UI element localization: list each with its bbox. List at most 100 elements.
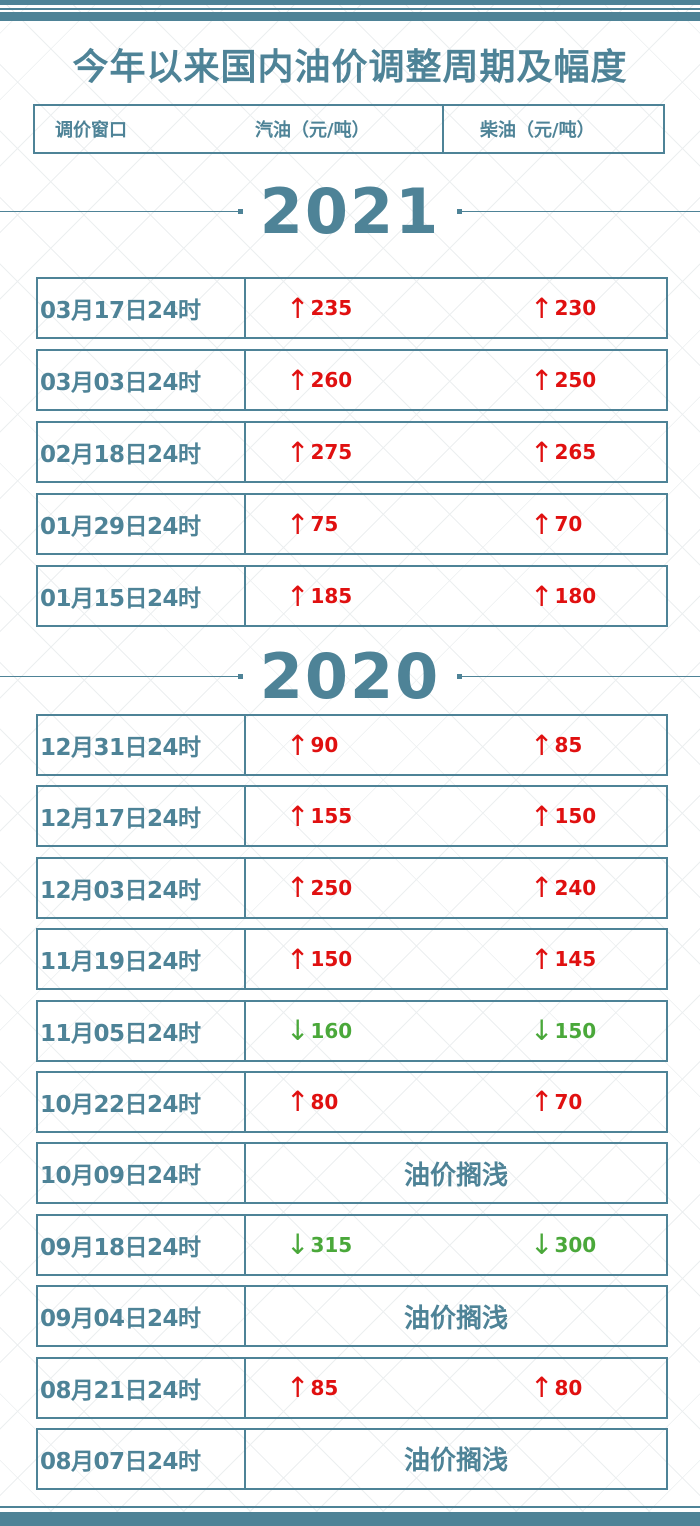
gasoline-value: 80 bbox=[310, 1089, 339, 1114]
adjustment-date: 12月17日24时 bbox=[38, 787, 246, 846]
arrow-up-icon: ↑ bbox=[530, 507, 554, 541]
gasoline-value: 260 bbox=[310, 368, 353, 392]
gasoline-change: ↑ 155 bbox=[286, 800, 352, 833]
adjustment-date: 03月03日24时 bbox=[38, 351, 246, 409]
year-heading: 2021 bbox=[0, 177, 700, 247]
diesel-value: 250 bbox=[554, 368, 597, 392]
divider-line bbox=[0, 211, 240, 212]
header-gasoline: 汽油（元/吨） bbox=[255, 120, 370, 141]
table-row: 01月29日24时 ↑ 75 ↑ 70 bbox=[36, 493, 668, 555]
arrow-up-icon: ↑ bbox=[530, 435, 554, 469]
arrow-up-icon: ↑ bbox=[530, 1371, 554, 1405]
gasoline-change: ↓ 160 bbox=[286, 1014, 352, 1047]
table-row: 10月22日24时 ↑ 80 ↑ 70 bbox=[36, 1070, 668, 1133]
arrow-up-icon: ↑ bbox=[530, 871, 554, 905]
gasoline-change: ↑ 85 bbox=[286, 1371, 338, 1404]
year-heading: 2020 bbox=[0, 642, 700, 712]
gasoline-value: 90 bbox=[310, 733, 339, 757]
page-title: 今年以来国内油价调整周期及幅度 bbox=[72, 47, 628, 88]
diesel-change: ↑ 70 bbox=[530, 1085, 582, 1118]
diesel-change: ↑ 150 bbox=[530, 800, 596, 833]
gasoline-change: ↑ 235 bbox=[286, 292, 352, 325]
arrow-up-icon: ↑ bbox=[286, 799, 310, 833]
divider-line bbox=[0, 676, 240, 677]
diesel-value: 85 bbox=[554, 733, 583, 757]
table-row: 03月03日24时 ↑ 260 ↑ 250 bbox=[36, 349, 668, 411]
adjustment-date: 10月09日24时 bbox=[38, 1144, 246, 1203]
diesel-change: ↑ 265 bbox=[530, 436, 596, 469]
arrow-up-icon: ↑ bbox=[286, 363, 310, 397]
gasoline-value: 275 bbox=[310, 440, 353, 464]
gasoline-change: ↑ 80 bbox=[286, 1085, 338, 1118]
diesel-change: ↑ 180 bbox=[530, 580, 596, 613]
diesel-value: 180 bbox=[554, 584, 597, 608]
table-row: 12月31日24时 ↑ 90 ↑ 85 bbox=[36, 714, 668, 776]
adjustment-date: 01月29日24时 bbox=[38, 495, 246, 553]
adjustment-table: 03月17日24时 ↑ 235 ↑ 230 03月03日24时 ↑ 260 ↑ 250 02月18日… bbox=[36, 277, 668, 637]
diesel-change: ↑ 145 bbox=[530, 943, 596, 976]
diesel-value: 70 bbox=[554, 1089, 583, 1114]
table-row: 11月19日24时 ↑ 150 ↑ 145 bbox=[36, 928, 668, 991]
diesel-change: ↓ 300 bbox=[530, 1228, 596, 1261]
gasoline-change: ↑ 250 bbox=[286, 871, 352, 904]
arrow-up-icon: ↑ bbox=[530, 291, 554, 325]
arrow-down-icon: ↓ bbox=[286, 1228, 310, 1262]
adjustment-date: 12月03日24时 bbox=[38, 858, 246, 917]
table-row: 12月17日24时 ↑ 155 ↑ 150 bbox=[36, 785, 668, 848]
price-unchanged: 油价搁浅 bbox=[403, 1160, 508, 1191]
table-row: 03月17日24时 ↑ 235 ↑ 230 bbox=[36, 277, 668, 339]
diesel-value: 80 bbox=[554, 1375, 583, 1400]
arrow-up-icon: ↑ bbox=[530, 942, 554, 976]
arrow-up-icon: ↑ bbox=[286, 728, 310, 762]
arrow-up-icon: ↑ bbox=[286, 291, 310, 325]
divider-line bbox=[460, 211, 700, 212]
arrow-up-icon: ↑ bbox=[286, 1371, 310, 1405]
divider-dot bbox=[238, 674, 243, 679]
diesel-change: ↑ 70 bbox=[530, 508, 582, 541]
gasoline-value: 150 bbox=[310, 947, 353, 972]
arrow-up-icon: ↑ bbox=[530, 799, 554, 833]
gasoline-value: 160 bbox=[310, 1018, 353, 1043]
gasoline-value: 250 bbox=[310, 875, 353, 900]
divider-line bbox=[460, 676, 700, 677]
header-diesel: 柴油（元/吨） bbox=[480, 120, 595, 141]
table-row: 09月18日24时 ↓ 315 ↓ 300 bbox=[36, 1213, 668, 1276]
price-unchanged: 油价搁浅 bbox=[403, 1303, 508, 1334]
arrow-up-icon: ↑ bbox=[286, 942, 310, 976]
table-row: 12月03日24时 ↑ 250 ↑ 240 bbox=[36, 856, 668, 919]
adjustment-date: 11月19日24时 bbox=[38, 930, 246, 989]
adjustment-date: 08月21日24时 bbox=[38, 1358, 246, 1417]
diesel-change: ↑ 80 bbox=[530, 1371, 582, 1404]
gasoline-value: 85 bbox=[310, 1375, 339, 1400]
header-window: 调价窗口 bbox=[55, 120, 127, 141]
year-label: 2021 bbox=[259, 175, 441, 248]
arrow-up-icon: ↑ bbox=[286, 579, 310, 613]
gasoline-value: 185 bbox=[310, 584, 353, 608]
diesel-change: ↑ 85 bbox=[530, 729, 582, 762]
divider-dot bbox=[238, 209, 243, 214]
arrow-down-icon: ↓ bbox=[530, 1014, 554, 1048]
arrow-up-icon: ↑ bbox=[286, 507, 310, 541]
top-bar-thin bbox=[0, 8, 700, 10]
adjustment-date: 12月31日24时 bbox=[38, 716, 246, 774]
adjustment-date: 01月15日24时 bbox=[38, 567, 246, 625]
adjustment-date: 02月18日24时 bbox=[38, 423, 246, 481]
top-bar bbox=[0, 0, 700, 5]
divider-dot bbox=[457, 209, 462, 214]
gasoline-change: ↑ 150 bbox=[286, 943, 352, 976]
arrow-up-icon: ↑ bbox=[530, 579, 554, 613]
gasoline-value: 75 bbox=[310, 512, 339, 536]
arrow-up-icon: ↑ bbox=[286, 435, 310, 469]
gasoline-change: ↑ 75 bbox=[286, 508, 338, 541]
gasoline-value: 155 bbox=[310, 804, 353, 829]
diesel-change: ↓ 150 bbox=[530, 1014, 596, 1047]
table-row: 09月04日24时 油价搁浅 bbox=[36, 1285, 668, 1348]
arrow-up-icon: ↑ bbox=[286, 1085, 310, 1119]
diesel-value: 145 bbox=[554, 947, 597, 972]
arrow-up-icon: ↑ bbox=[530, 728, 554, 762]
arrow-down-icon: ↓ bbox=[530, 1228, 554, 1262]
diesel-value: 265 bbox=[554, 440, 597, 464]
diesel-change: ↑ 230 bbox=[530, 292, 596, 325]
arrow-up-icon: ↑ bbox=[286, 871, 310, 905]
diesel-change: ↑ 240 bbox=[530, 871, 596, 904]
